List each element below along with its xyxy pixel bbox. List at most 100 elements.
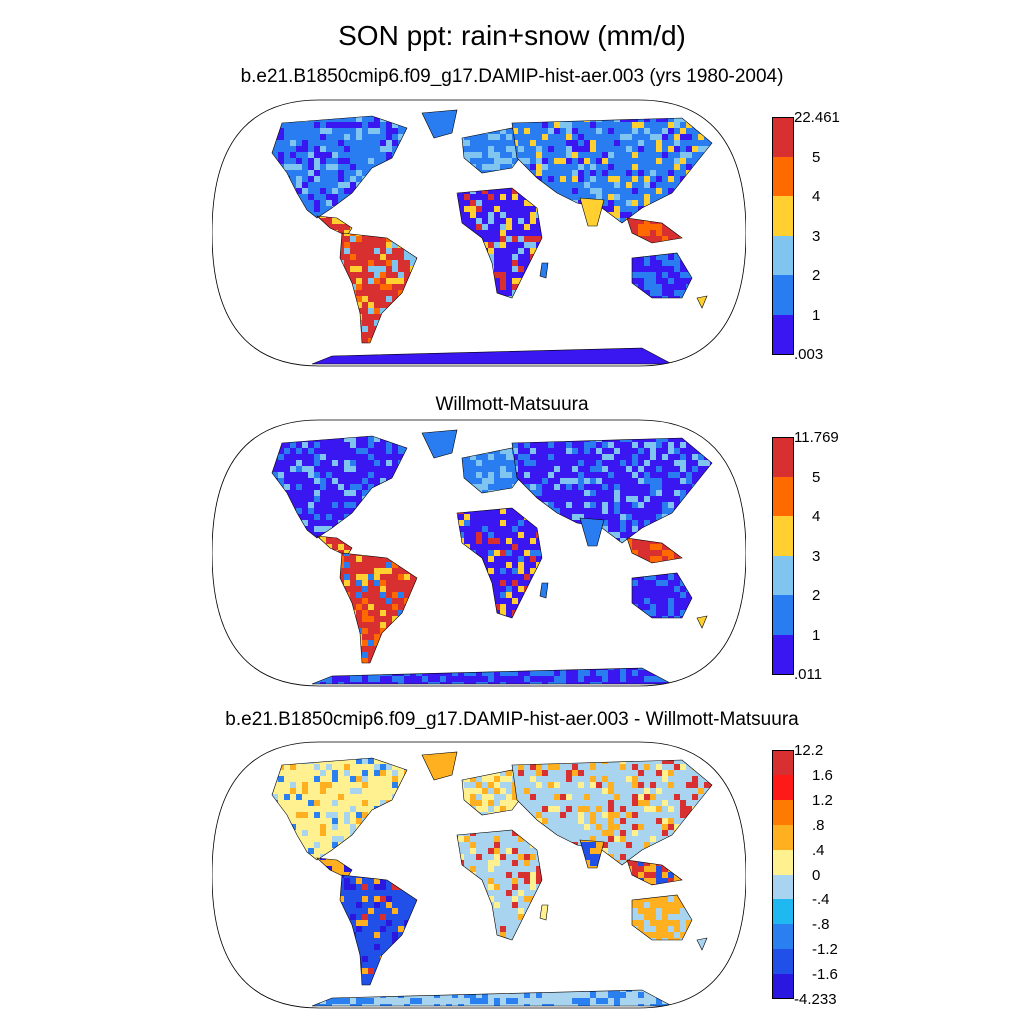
colorbar-label: 11.769 <box>794 430 839 445</box>
region-madagascar <box>540 905 548 920</box>
coastline <box>539 262 549 279</box>
coastline <box>631 894 693 941</box>
colorbar-label: .4 <box>812 843 825 858</box>
colorbar-label: 4 <box>812 509 820 524</box>
coastline <box>696 937 708 951</box>
coastline <box>579 517 605 547</box>
colorbar-segment <box>772 555 794 596</box>
coastline <box>631 572 693 619</box>
colorbar-label: -.4 <box>812 892 830 907</box>
colorbar-label: .8 <box>812 818 825 833</box>
coastline <box>421 429 458 459</box>
coastline <box>456 507 543 619</box>
colorbar-label: 1.6 <box>812 768 833 783</box>
colorbar-label: 1 <box>812 628 820 643</box>
world-map-model <box>212 99 746 367</box>
coastline <box>339 552 418 664</box>
colorbar-segment <box>772 899 794 925</box>
colorbar-label: .011 <box>794 667 822 682</box>
colorbar-label: -.8 <box>812 917 830 932</box>
colorbar-label: .003 <box>794 347 823 362</box>
figure-title: SON ppt: rain+snow (mm/d) <box>0 20 1024 52</box>
coastline <box>511 437 713 544</box>
map-continents <box>271 429 713 685</box>
coastline <box>579 839 605 869</box>
colorbar-segment <box>772 156 794 197</box>
colorbar-label: 3 <box>812 549 820 564</box>
colorbar-segment <box>772 799 794 826</box>
colorbar-label: -1.2 <box>812 942 838 957</box>
panel-1-title: b.e21.B1850cmip6.f09_g17.DAMIP-hist-aer.… <box>0 66 1024 88</box>
colorbar-label: 12.2 <box>794 743 823 758</box>
colorbar-label: 2 <box>812 268 820 283</box>
coastline <box>271 115 408 219</box>
colorbar-segment <box>772 437 794 477</box>
coastline <box>421 109 458 139</box>
coastline <box>696 295 708 309</box>
region-australia <box>632 253 692 298</box>
colorbar-label: -1.6 <box>812 967 838 982</box>
coastline <box>511 117 713 224</box>
colorbar-segment <box>772 275 794 315</box>
colorbar-segment <box>772 476 794 517</box>
colorbar-label: 1 <box>812 308 820 323</box>
coastline <box>456 829 543 941</box>
map-outline <box>212 99 746 367</box>
coastline <box>461 447 528 494</box>
colorbar-segment <box>772 117 794 157</box>
colorbar-segment <box>772 235 794 276</box>
colorbar-label: 4 <box>812 189 820 204</box>
coastline <box>539 582 549 599</box>
colorbar-segment <box>772 974 794 1000</box>
colorbar-segment <box>772 824 794 851</box>
colorbar-label: 3 <box>812 229 820 244</box>
coastline <box>271 757 408 861</box>
colorbar-label: 22.461 <box>794 110 840 125</box>
coastline <box>626 217 683 244</box>
coastline <box>626 859 683 886</box>
coastline <box>271 435 408 539</box>
colorbar-segment <box>772 314 794 355</box>
colorbar-segment <box>772 849 794 875</box>
coastline <box>696 615 708 629</box>
map-continents <box>271 109 713 365</box>
colorbar-segment <box>772 516 794 556</box>
region-nz <box>697 938 707 950</box>
map-outline <box>212 741 746 1009</box>
world-map-diff <box>212 741 746 1009</box>
coastline <box>339 874 418 986</box>
panel-3-title: b.e21.B1850cmip6.f09_g17.DAMIP-hist-aer.… <box>0 709 1024 731</box>
coastline <box>316 215 353 237</box>
colorbar-label: 5 <box>812 470 820 485</box>
colorbar-segment <box>772 949 794 975</box>
coastline <box>461 127 528 174</box>
coastline <box>511 759 713 866</box>
coastline <box>421 751 458 781</box>
map-outline <box>212 419 746 687</box>
world-map-obs <box>212 419 746 687</box>
colorbar-label: 0 <box>812 868 820 883</box>
coastline <box>316 535 353 557</box>
map-panel-3 <box>212 740 746 1010</box>
coastline <box>626 537 683 564</box>
region-nz <box>697 296 707 308</box>
colorbar-label: -4.233 <box>794 992 837 1007</box>
region-nz <box>697 616 707 628</box>
map-panel-2 <box>212 418 746 688</box>
colorbar-label: 2 <box>812 588 820 603</box>
colorbar-segment <box>772 634 794 675</box>
colorbar-segment <box>772 874 794 900</box>
colorbar-segment <box>772 196 794 236</box>
panel-2-title: Willmott-Matsuura <box>0 394 1024 416</box>
colorbar-segment <box>772 595 794 635</box>
colorbar-segment <box>772 750 794 776</box>
coastline <box>461 769 528 816</box>
region-madagascar <box>540 583 548 598</box>
map-continents <box>271 751 713 1007</box>
colorbar-segment <box>772 774 794 801</box>
coastline <box>579 197 605 227</box>
coastline <box>316 857 353 879</box>
map-panel-1 <box>212 98 746 368</box>
coastline <box>456 187 543 299</box>
colorbar-label: 1.2 <box>812 793 833 808</box>
